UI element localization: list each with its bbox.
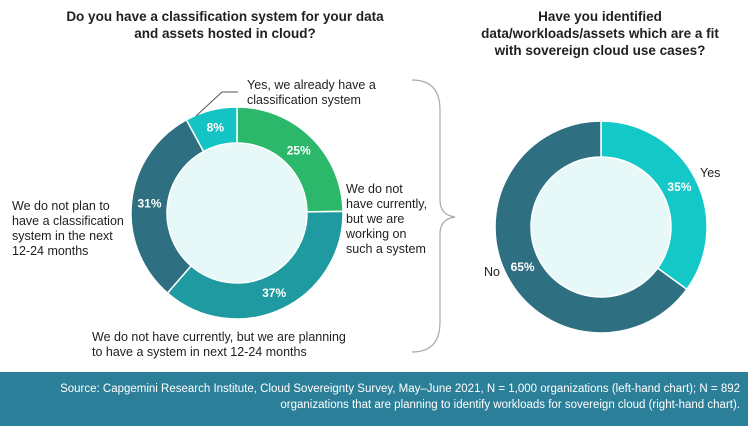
left-slice-2-value-label: 31% — [138, 196, 162, 210]
right-slice-0 — [600, 120, 708, 291]
right-donut-chart: 35% 65% — [494, 120, 708, 334]
left-slice-3 — [185, 106, 238, 153]
callout-leader-line — [195, 91, 238, 117]
slice-label-working-on-system: We do not have currently, but we are wor… — [346, 182, 428, 256]
left-chart-title: Do you have a classification system for … — [66, 9, 384, 41]
source-note: Source: Capgemini Research Institute, Cl… — [60, 383, 740, 411]
grouping-brace — [411, 79, 456, 353]
right-slice-0-value-label: 35% — [667, 180, 691, 194]
charts-canvas: 25% 37% 31% 8% 35% 65% — [130, 79, 708, 353]
right-slice-1 — [494, 120, 688, 334]
left-donut-chart: 25% 37% 31% 8% — [130, 106, 344, 320]
source-footer — [0, 372, 748, 426]
right-donut-hole — [531, 157, 671, 297]
slice-label-no-plan: We do not plan to have a classification … — [12, 199, 124, 258]
slice-label-yes-have-system: Yes, we already have a classification sy… — [247, 78, 376, 107]
left-slice-0-value-label: 25% — [287, 143, 311, 157]
right-chart-title: Have you identified data/workloads/asset… — [481, 9, 719, 58]
slice-label-no: No — [484, 265, 500, 279]
left-slice-1-value-label: 37% — [262, 286, 286, 300]
slice-label-yes: Yes — [700, 166, 721, 180]
left-slice-1 — [166, 210, 344, 320]
slice-label-planning-system: We do not have currently, but we are pla… — [92, 330, 346, 359]
left-donut-hole — [167, 143, 307, 283]
right-slice-1-value-label: 65% — [511, 260, 535, 274]
left-slice-3-value-label: 8% — [207, 121, 225, 135]
